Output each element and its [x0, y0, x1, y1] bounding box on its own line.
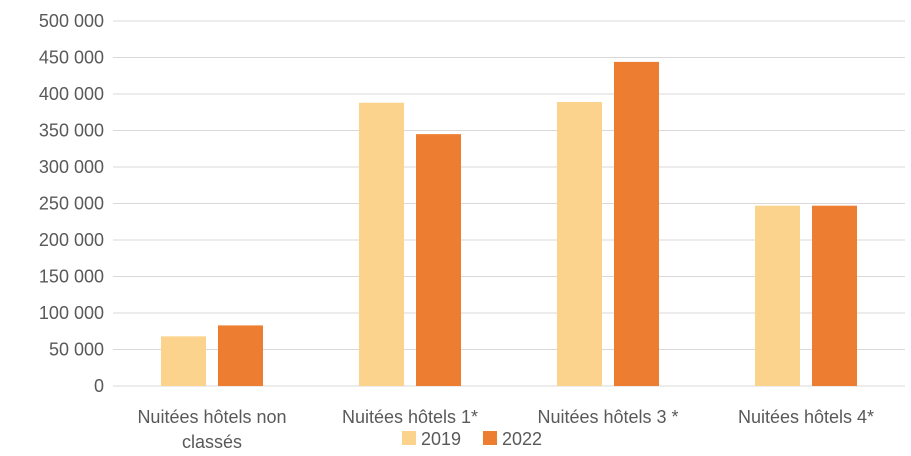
x-axis-category-labels: Nuitées hôtels non classés Nuitées hôtels …: [137, 407, 874, 452]
y-tick-label: 350 000: [39, 121, 104, 141]
y-tick-label: 200 000: [39, 230, 104, 250]
y-tick-label: 150 000: [39, 267, 104, 287]
bar-2019-1: [359, 102, 404, 386]
legend-swatch-2019: [402, 431, 416, 445]
y-axis-tick-labels: 0 50 000 100 000 150 000 200 000 250 000 300 0…: [39, 11, 104, 396]
y-tick-label: 0: [94, 376, 104, 396]
x-category-label: classés: [182, 432, 242, 452]
y-tick-label: 500 000: [39, 11, 104, 31]
bar-2022-0: [218, 325, 263, 386]
bar-2019-0: [161, 336, 206, 386]
x-category-label: Nuitées hôtels 1*: [342, 407, 478, 427]
bar-2022-2: [614, 61, 659, 386]
bar-2019-2: [557, 102, 602, 386]
legend-label: 2019: [421, 429, 461, 449]
bars: [161, 61, 857, 386]
x-category-label: Nuitées hôtels 4*: [738, 407, 874, 427]
y-tick-label: 50 000: [49, 340, 104, 360]
legend-swatch-2022: [483, 431, 497, 445]
legend-label: 2022: [502, 429, 542, 449]
y-tick-label: 400 000: [39, 84, 104, 104]
x-category-label: Nuitées hôtels non: [137, 407, 286, 427]
legend: 2019 2022: [402, 429, 542, 449]
x-category-label: Nuitées hôtels 3 *: [537, 407, 678, 427]
y-tick-label: 300 000: [39, 157, 104, 177]
y-tick-label: 250 000: [39, 194, 104, 214]
bar-2019-3: [755, 205, 800, 386]
y-tick-label: 100 000: [39, 303, 104, 323]
bar-2022-3: [812, 205, 857, 386]
bar-2022-1: [416, 134, 461, 386]
y-tick-label: 450 000: [39, 48, 104, 68]
